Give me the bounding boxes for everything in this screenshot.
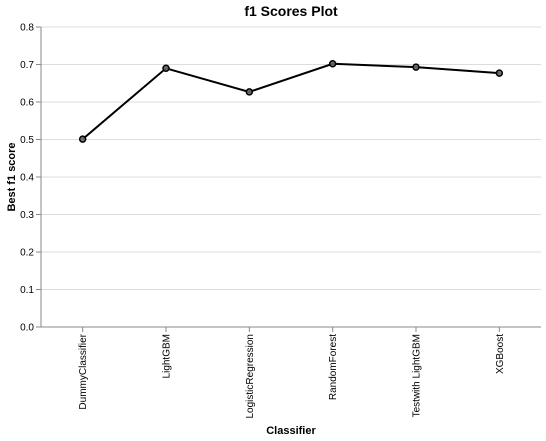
y-tick-label: 0.3: [20, 210, 34, 221]
data-point: [412, 63, 420, 71]
y-tick-label: 0.2: [20, 248, 34, 259]
x-tick-label: RandomForest: [328, 334, 339, 400]
data-point: [162, 64, 170, 72]
y-tick-label: 0.8: [20, 23, 34, 34]
y-tick-label: 0.7: [20, 60, 34, 71]
f1-score-line: [82, 62, 500, 140]
y-tick-label: 0.0: [20, 323, 34, 334]
data-point: [245, 88, 254, 96]
y-axis-title: Best f1 score: [6, 142, 18, 211]
y-gridlines: [41, 26, 541, 328]
data-point: [328, 60, 337, 68]
x-tick-label: LogisticRegression: [245, 334, 256, 419]
data-point: [495, 69, 504, 77]
y-tick-label: 0.4: [20, 173, 34, 184]
x-tick-label: DummyClassifier: [78, 333, 89, 409]
x-axis-ticks: DummyClassifier LightGBM LogisticRegressio…: [78, 327, 506, 419]
x-axis-title: Classifier: [266, 425, 316, 437]
chart-title: f1 Scores Plot: [244, 3, 338, 19]
y-tick-label: 0.6: [20, 98, 34, 109]
x-tick-label: Testwith LightGBM: [412, 334, 423, 417]
x-tick-label: LightGBM: [162, 334, 173, 378]
y-tick-label: 0.1: [20, 285, 34, 296]
y-axis-ticks: 0.0 0.1 0.2 0.3 0.4 0.5 0.6 0.7 0.8: [20, 23, 41, 334]
x-tick-label: XGBoost: [495, 334, 506, 374]
f1-score-points: [78, 60, 504, 143]
data-point: [78, 135, 87, 143]
y-tick-label: 0.5: [20, 135, 34, 146]
